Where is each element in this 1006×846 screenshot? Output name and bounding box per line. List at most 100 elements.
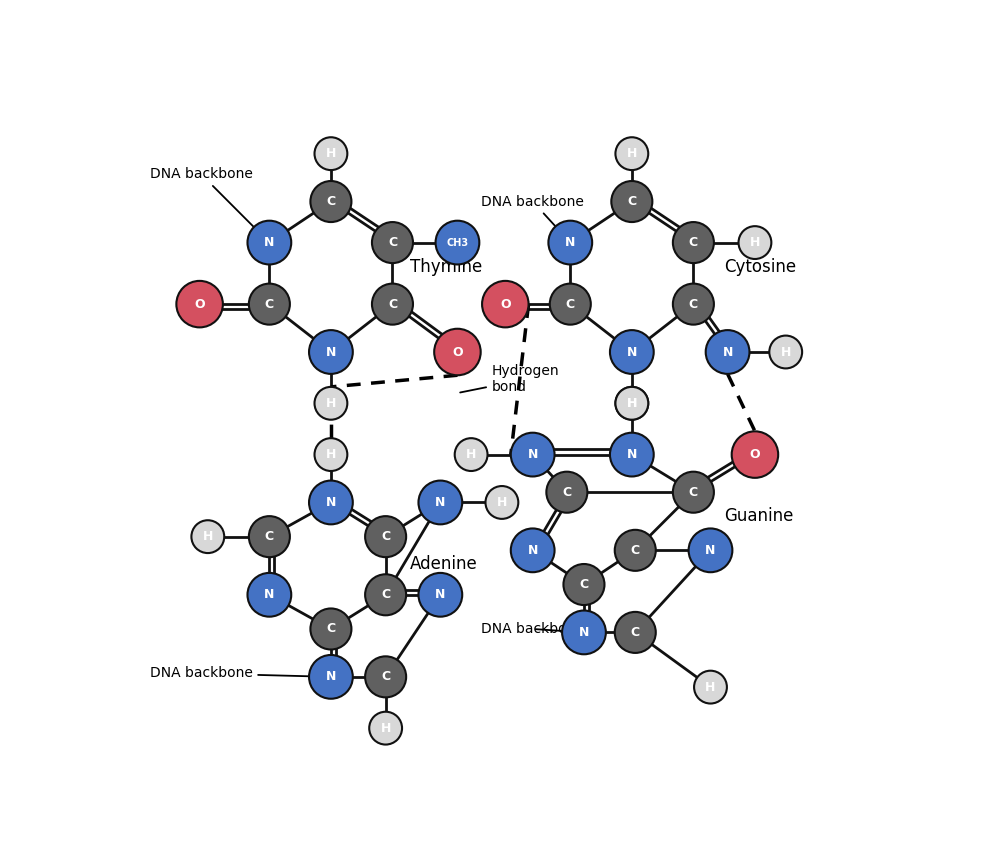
Circle shape xyxy=(309,655,353,699)
Text: N: N xyxy=(527,448,538,461)
Text: C: C xyxy=(326,195,335,208)
Text: CH3: CH3 xyxy=(447,238,469,248)
Text: C: C xyxy=(381,588,390,602)
Text: H: H xyxy=(497,496,507,509)
Circle shape xyxy=(511,529,554,572)
Text: O: O xyxy=(749,448,761,461)
Circle shape xyxy=(610,330,654,374)
Circle shape xyxy=(673,222,714,263)
Circle shape xyxy=(372,222,413,263)
Text: C: C xyxy=(388,298,397,310)
Circle shape xyxy=(455,438,488,471)
Circle shape xyxy=(615,530,656,571)
Circle shape xyxy=(673,472,714,513)
Circle shape xyxy=(365,516,406,558)
Text: Guanine: Guanine xyxy=(724,507,794,525)
Circle shape xyxy=(247,573,292,617)
Circle shape xyxy=(546,472,588,513)
Text: H: H xyxy=(326,147,336,160)
Text: N: N xyxy=(627,345,637,359)
Circle shape xyxy=(705,330,749,374)
Text: N: N xyxy=(265,588,275,602)
Text: Hydrogen
bond: Hydrogen bond xyxy=(460,365,559,394)
Circle shape xyxy=(482,281,528,327)
Circle shape xyxy=(738,226,772,259)
Text: H: H xyxy=(627,397,637,409)
Text: DNA backbone: DNA backbone xyxy=(150,667,328,680)
Circle shape xyxy=(365,574,406,615)
Circle shape xyxy=(176,281,223,327)
Text: H: H xyxy=(326,397,336,409)
Circle shape xyxy=(548,221,593,265)
Text: C: C xyxy=(631,626,640,639)
Text: N: N xyxy=(326,496,336,509)
Circle shape xyxy=(436,221,479,265)
Text: C: C xyxy=(562,486,571,498)
Text: O: O xyxy=(500,298,511,310)
Text: C: C xyxy=(388,236,397,249)
Text: N: N xyxy=(722,345,732,359)
Circle shape xyxy=(486,486,518,519)
Circle shape xyxy=(612,181,652,222)
Text: H: H xyxy=(781,345,791,359)
Circle shape xyxy=(562,611,606,654)
Circle shape xyxy=(549,283,591,325)
Text: N: N xyxy=(705,544,715,557)
Text: C: C xyxy=(326,623,335,635)
Circle shape xyxy=(315,137,347,170)
Text: C: C xyxy=(579,578,589,591)
Circle shape xyxy=(315,387,347,420)
Text: C: C xyxy=(689,486,698,498)
Text: N: N xyxy=(627,448,637,461)
Circle shape xyxy=(511,432,554,476)
Circle shape xyxy=(610,432,654,476)
Text: C: C xyxy=(265,530,274,543)
Circle shape xyxy=(191,520,224,553)
Circle shape xyxy=(247,221,292,265)
Text: H: H xyxy=(627,397,637,409)
Circle shape xyxy=(418,481,462,525)
Circle shape xyxy=(315,438,347,471)
Circle shape xyxy=(616,387,648,420)
Text: DNA backbone: DNA backbone xyxy=(482,195,584,240)
Text: N: N xyxy=(436,496,446,509)
Text: N: N xyxy=(436,588,446,602)
Text: C: C xyxy=(628,195,637,208)
Circle shape xyxy=(688,529,732,572)
Text: C: C xyxy=(565,298,574,310)
Circle shape xyxy=(615,612,656,653)
Text: N: N xyxy=(326,345,336,359)
Text: N: N xyxy=(326,670,336,684)
Circle shape xyxy=(616,137,648,170)
Text: O: O xyxy=(194,298,205,310)
Circle shape xyxy=(418,573,462,617)
Circle shape xyxy=(311,181,351,222)
Text: O: O xyxy=(452,345,463,359)
Text: Adenine: Adenine xyxy=(409,555,477,573)
Text: C: C xyxy=(265,298,274,310)
Text: H: H xyxy=(749,236,761,249)
Text: H: H xyxy=(326,448,336,461)
Text: H: H xyxy=(627,147,637,160)
Circle shape xyxy=(372,283,413,325)
Circle shape xyxy=(673,283,714,325)
Text: C: C xyxy=(381,530,390,543)
Text: C: C xyxy=(381,670,390,684)
Circle shape xyxy=(365,656,406,697)
Circle shape xyxy=(435,329,481,376)
Text: N: N xyxy=(578,626,590,639)
Text: H: H xyxy=(466,448,476,461)
Text: C: C xyxy=(631,544,640,557)
Circle shape xyxy=(248,516,290,558)
Text: C: C xyxy=(689,236,698,249)
Circle shape xyxy=(248,283,290,325)
Circle shape xyxy=(309,481,353,525)
Text: H: H xyxy=(380,722,390,734)
Circle shape xyxy=(369,711,402,744)
Circle shape xyxy=(694,671,727,704)
Text: H: H xyxy=(705,681,715,694)
Circle shape xyxy=(563,564,605,605)
Text: N: N xyxy=(265,236,275,249)
Circle shape xyxy=(770,336,802,368)
Text: N: N xyxy=(527,544,538,557)
